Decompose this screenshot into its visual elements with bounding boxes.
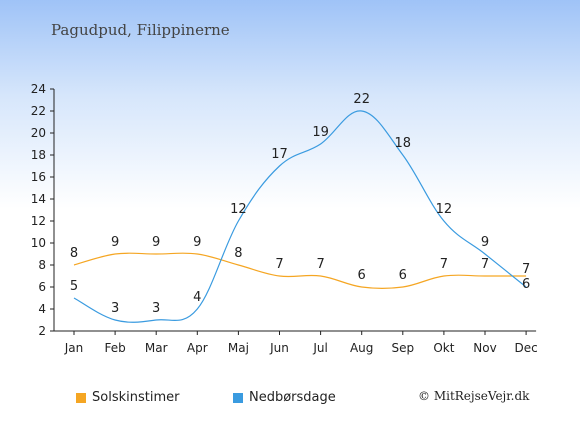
x-tick-label: Jan	[64, 341, 84, 355]
data-label-sun: 7	[522, 262, 530, 277]
data-label-rain: 19	[312, 125, 329, 140]
x-tick-label: Dec	[514, 341, 537, 355]
y-tick-label: 14	[31, 192, 46, 206]
y-tick-label: 18	[31, 148, 46, 162]
data-label-rain: 9	[481, 235, 489, 250]
data-label-rain: 3	[111, 301, 119, 316]
x-tick-label: Aug	[350, 341, 373, 355]
y-tick-label: 22	[31, 104, 46, 118]
series-line-rain	[73, 110, 527, 323]
legend-swatch-sun	[76, 392, 86, 403]
credit-text: © MitRejseVejr.dk	[418, 389, 530, 403]
data-label-sun: 7	[440, 257, 448, 272]
y-tick-label: 24	[31, 82, 46, 96]
legend-item-rain: Nedbørsdage	[233, 390, 336, 405]
data-label-rain: 5	[70, 279, 78, 294]
data-label-sun: 7	[316, 257, 324, 272]
data-label-rain: 3	[152, 301, 160, 316]
x-tick-label: Jul	[312, 341, 327, 355]
y-tick-label: 8	[38, 258, 46, 272]
data-label-sun: 8	[70, 246, 78, 261]
data-label-sun: 8	[234, 246, 242, 261]
data-label-sun: 7	[481, 257, 489, 272]
data-label-rain: 22	[353, 92, 370, 107]
data-label-rain: 12	[436, 202, 453, 217]
data-label-sun: 9	[152, 235, 160, 250]
series-line-sun	[73, 252, 527, 290]
data-label-sun: 9	[193, 235, 201, 250]
data-label-sun: 7	[275, 257, 283, 272]
x-tick-label: Okt	[433, 341, 454, 355]
legend-label-rain: Nedbørsdage	[249, 390, 336, 405]
data-label-rain: 18	[395, 136, 412, 151]
data-label-sun: 6	[399, 268, 407, 283]
data-label-rain: 17	[271, 147, 288, 162]
y-tick-label: 10	[31, 236, 46, 250]
legend-item-sun: Solskinstimer	[76, 390, 179, 405]
x-tick-label: Sep	[391, 341, 414, 355]
chart-title: Pagudpud, Filippinerne	[51, 21, 230, 39]
x-tick-label: Mar	[145, 341, 168, 355]
data-label-sun: 9	[111, 235, 119, 250]
data-label-sun: 6	[358, 268, 366, 283]
x-tick-label: Apr	[187, 341, 208, 355]
legend-swatch-rain	[233, 392, 243, 403]
x-tick-label: Feb	[104, 341, 125, 355]
y-tick-label: 6	[38, 280, 46, 294]
x-tick-label: Maj	[228, 341, 249, 355]
data-label-rain: 12	[230, 202, 247, 217]
y-tick-label: 12	[31, 214, 46, 228]
data-label-rain: 4	[193, 290, 201, 305]
legend-label-sun: Solskinstimer	[92, 390, 180, 405]
y-tick-label: 2	[38, 324, 46, 338]
y-tick-label: 4	[38, 302, 46, 316]
y-tick-label: 20	[31, 126, 46, 140]
x-tick-label: Nov	[473, 341, 496, 355]
y-tick-label: 16	[31, 170, 46, 184]
data-label-rain: 6	[522, 277, 530, 292]
x-tick-label: Jun	[269, 341, 289, 355]
